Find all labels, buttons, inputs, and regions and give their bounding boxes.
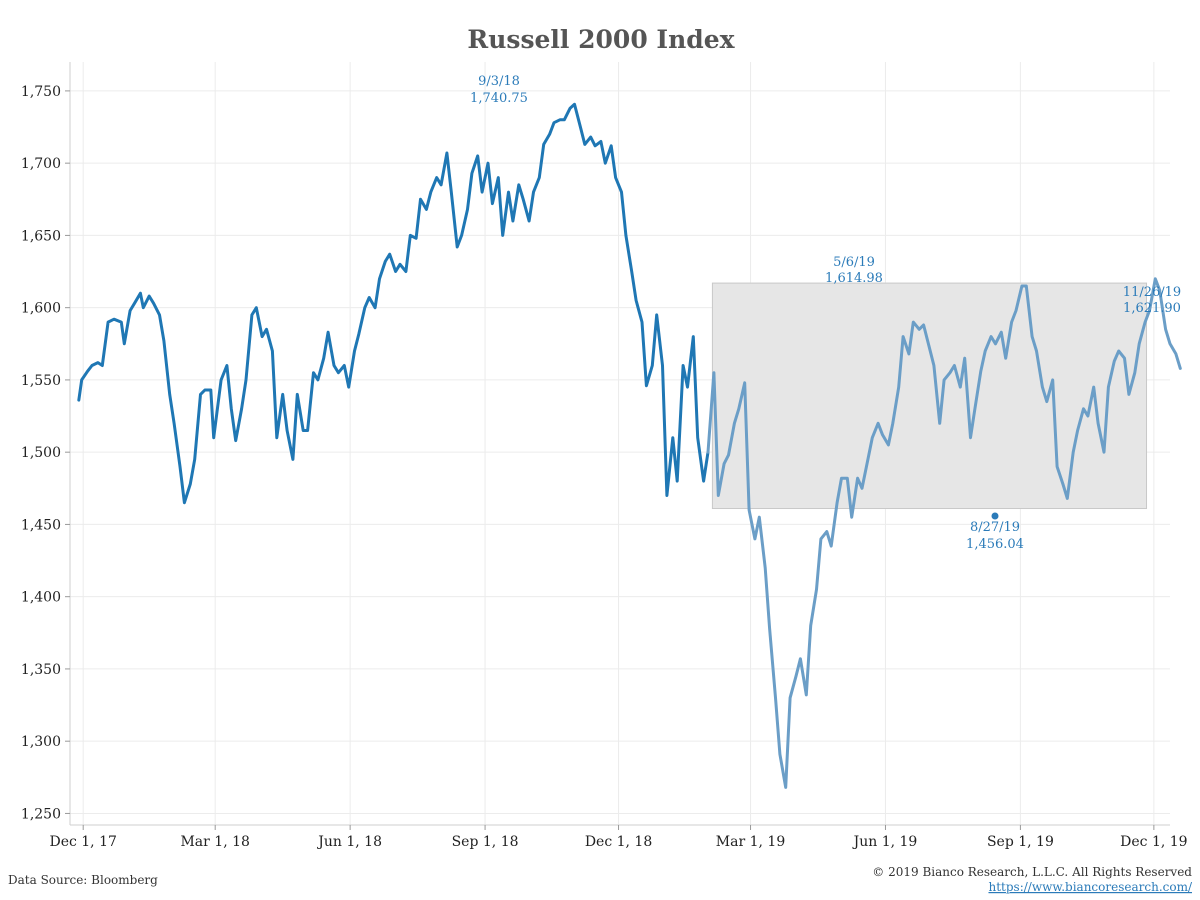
x-tick-label-6: Jun 1, 19 xyxy=(852,834,918,850)
copyright: © 2019 Bianco Research, L.L.C. All Right… xyxy=(872,865,1192,879)
y-tick-label-1: 1,300 xyxy=(21,734,61,750)
annotation-low-2019: 8/27/19 1,456.04 xyxy=(966,520,1024,552)
annotation-low-2019-date: 8/27/19 xyxy=(970,520,1020,535)
trading-range-box xyxy=(711,282,1148,510)
y-tick-label-6: 1,550 xyxy=(21,373,61,389)
series-line xyxy=(77,102,710,505)
y-gridlines xyxy=(70,90,1170,814)
y-tick-label-0: 1,250 xyxy=(21,806,61,822)
y-tick-label-5: 1,500 xyxy=(21,445,61,461)
annotation-low-2019-value: 1,456.04 xyxy=(966,537,1024,552)
annotation-peak-2018-value: 1,740.75 xyxy=(470,91,528,106)
x-tick-label-4: Dec 1, 18 xyxy=(585,834,652,850)
y-axis-ticks: 1,250 1,300 1,350 1,400 1,450 1,500 1,550 1,600… xyxy=(21,84,70,822)
x-tick-label-7: Sep 1, 19 xyxy=(987,834,1054,850)
y-tick-label-2: 1,350 xyxy=(21,662,61,678)
x-tick-label-3: Sep 1, 18 xyxy=(452,834,519,850)
x-tick-label-0: Dec 1, 17 xyxy=(49,834,116,850)
annotation-peak-2019-date: 5/6/19 xyxy=(833,255,875,270)
y-tick-label-9: 1,700 xyxy=(21,156,61,172)
data-source: Data Source: Bloomberg xyxy=(8,873,158,887)
x-tick-label-1: Mar 1, 18 xyxy=(180,834,249,850)
x-tick-label-5: Mar 1, 19 xyxy=(716,834,785,850)
annotation-peak-2019-value: 1,614.98 xyxy=(825,271,883,286)
annotation-peak-2018: 9/3/18 1,740.75 xyxy=(470,74,528,106)
y-tick-label-10: 1,750 xyxy=(21,84,61,100)
annotation-latest-value: 1,621.90 xyxy=(1123,301,1181,316)
annotation-latest: 11/26/19 1,621.90 xyxy=(1123,285,1181,316)
y-tick-label-4: 1,450 xyxy=(21,517,61,533)
x-tick-label-8: Dec 1, 19 xyxy=(1120,834,1187,850)
low-marker xyxy=(991,512,999,520)
x-axis-ticks: Dec 1, 17 Mar 1, 18 Jun 1, 18 Sep 1, 18 Dec … xyxy=(49,825,1188,850)
chart-title: Russell 2000 Index xyxy=(467,25,735,54)
annotation-peak-2019: 5/6/19 1,614.98 xyxy=(825,255,883,286)
y-tick-label-3: 1,400 xyxy=(21,590,61,606)
y-tick-label-8: 1,650 xyxy=(21,228,61,244)
y-tick-label-7: 1,600 xyxy=(21,301,61,317)
annotation-peak-2018-date: 9/3/18 xyxy=(478,74,520,89)
annotation-latest-date: 11/26/19 xyxy=(1123,285,1181,300)
website-link[interactable]: https://www.biancoresearch.com/ xyxy=(988,880,1192,894)
x-tick-label-2: Jun 1, 18 xyxy=(316,834,382,850)
series-line-in-range xyxy=(706,277,1182,789)
